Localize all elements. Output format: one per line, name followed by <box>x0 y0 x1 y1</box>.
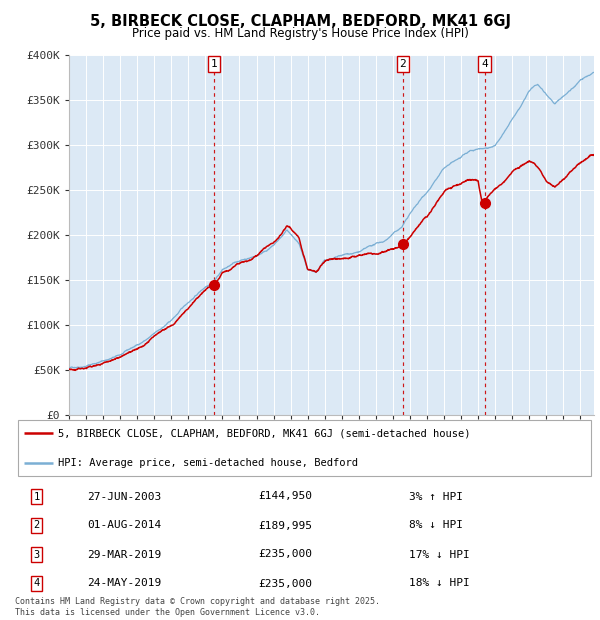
Text: 5, BIRBECK CLOSE, CLAPHAM, BEDFORD, MK41 6GJ (semi-detached house): 5, BIRBECK CLOSE, CLAPHAM, BEDFORD, MK41… <box>58 428 471 438</box>
Text: 2: 2 <box>400 59 406 69</box>
Text: Price paid vs. HM Land Registry's House Price Index (HPI): Price paid vs. HM Land Registry's House … <box>131 27 469 40</box>
Text: £189,995: £189,995 <box>258 521 312 531</box>
Text: 4: 4 <box>33 578 40 588</box>
Text: 29-MAR-2019: 29-MAR-2019 <box>88 549 161 559</box>
Text: HPI: Average price, semi-detached house, Bedford: HPI: Average price, semi-detached house,… <box>58 458 358 468</box>
Text: Contains HM Land Registry data © Crown copyright and database right 2025.
This d: Contains HM Land Registry data © Crown c… <box>15 598 380 617</box>
Text: 1: 1 <box>211 59 217 69</box>
Text: 27-JUN-2003: 27-JUN-2003 <box>88 492 161 502</box>
Text: 01-AUG-2014: 01-AUG-2014 <box>88 521 161 531</box>
Text: 4: 4 <box>481 59 488 69</box>
Text: 17% ↓ HPI: 17% ↓ HPI <box>409 549 469 559</box>
Text: 3: 3 <box>33 549 40 559</box>
Text: 3% ↑ HPI: 3% ↑ HPI <box>409 492 463 502</box>
Text: 5, BIRBECK CLOSE, CLAPHAM, BEDFORD, MK41 6GJ: 5, BIRBECK CLOSE, CLAPHAM, BEDFORD, MK41… <box>89 14 511 29</box>
Text: £144,950: £144,950 <box>258 492 312 502</box>
Text: 24-MAY-2019: 24-MAY-2019 <box>88 578 161 588</box>
FancyBboxPatch shape <box>18 420 591 476</box>
Text: 18% ↓ HPI: 18% ↓ HPI <box>409 578 469 588</box>
Text: £235,000: £235,000 <box>258 578 312 588</box>
Text: 1: 1 <box>33 492 40 502</box>
Text: 8% ↓ HPI: 8% ↓ HPI <box>409 521 463 531</box>
Text: £235,000: £235,000 <box>258 549 312 559</box>
Text: 2: 2 <box>33 521 40 531</box>
